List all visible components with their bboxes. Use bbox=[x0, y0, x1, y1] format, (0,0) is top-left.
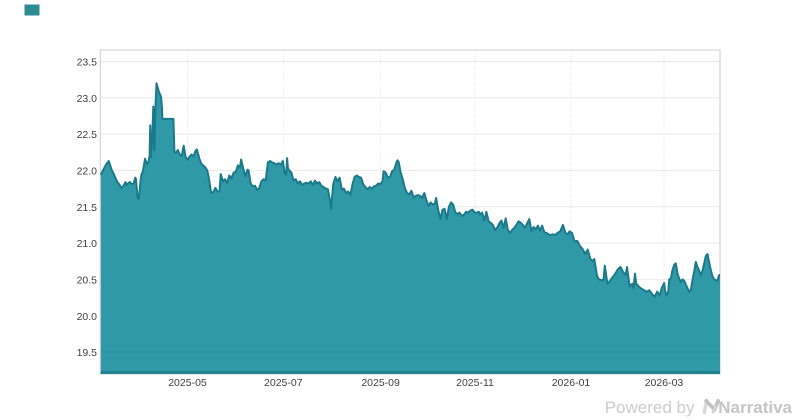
svg-text:21.0: 21.0 bbox=[77, 238, 98, 250]
svg-text:2026-01: 2026-01 bbox=[552, 377, 591, 389]
svg-text:19.5: 19.5 bbox=[77, 347, 98, 359]
svg-text:20.5: 20.5 bbox=[77, 275, 98, 287]
svg-text:Powered by: Powered by bbox=[605, 398, 695, 417]
svg-text:22.5: 22.5 bbox=[77, 129, 98, 141]
svg-text:23.0: 23.0 bbox=[77, 93, 98, 105]
svg-text:2025-07: 2025-07 bbox=[264, 377, 303, 389]
svg-text:2026-03: 2026-03 bbox=[645, 377, 684, 389]
svg-text:23.5: 23.5 bbox=[77, 57, 98, 69]
svg-text:21.5: 21.5 bbox=[77, 202, 98, 214]
svg-text:2025-09: 2025-09 bbox=[361, 377, 400, 389]
svg-text:2025-05: 2025-05 bbox=[168, 377, 207, 389]
svg-text:22.0: 22.0 bbox=[77, 166, 98, 178]
svg-text:Narrativa: Narrativa bbox=[718, 398, 792, 417]
svg-text:20.0: 20.0 bbox=[77, 311, 98, 323]
svg-text:2025-11: 2025-11 bbox=[456, 377, 494, 389]
